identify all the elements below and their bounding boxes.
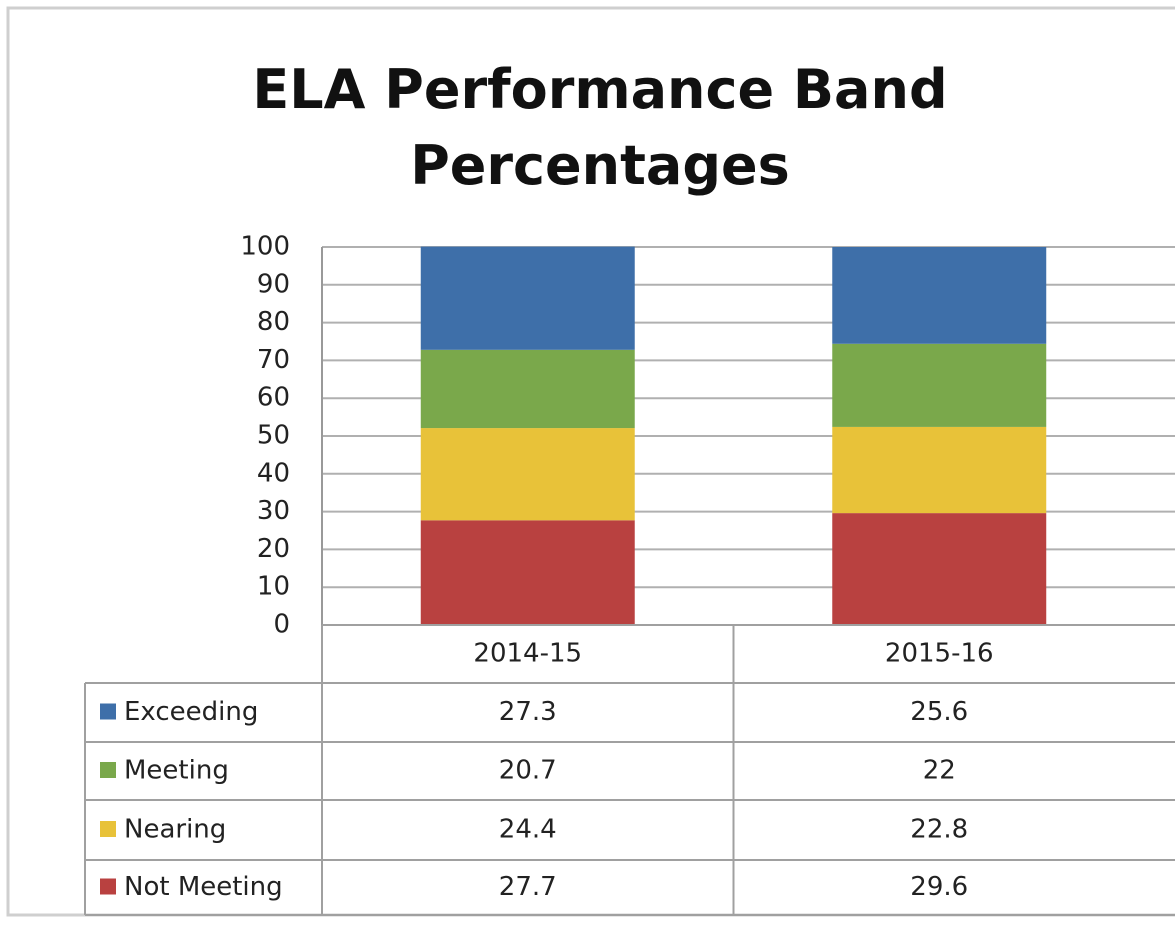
table-value: 27.3 (499, 697, 557, 727)
bar-segment (832, 343, 1047, 427)
y-tick-label: 90 (257, 269, 290, 299)
legend-label: Exceeding (124, 697, 258, 727)
legend-label: Not Meeting (124, 872, 283, 902)
legend-swatch (100, 703, 116, 720)
y-tick-label: 10 (257, 572, 290, 602)
table-value: 20.7 (499, 756, 557, 786)
bar-segment (420, 246, 635, 350)
table-value: 29.6 (910, 872, 968, 902)
table-value: 27.7 (499, 872, 557, 902)
bar-segment (832, 513, 1047, 625)
bar-segment (420, 349, 635, 429)
y-tick-label: 100 (240, 232, 290, 262)
table-value: 22 (923, 756, 956, 786)
y-tick-label: 30 (257, 496, 290, 526)
x-tick-label: 2014-15 (473, 639, 582, 669)
y-tick-label: 70 (257, 345, 290, 375)
y-tick-label: 80 (257, 307, 290, 337)
bar-segment (832, 426, 1047, 514)
legend-swatch (100, 821, 116, 837)
bar-segment (832, 247, 1047, 344)
x-tick-label: 2015-16 (885, 639, 994, 669)
y-tick-label: 0 (273, 610, 290, 640)
table-value: 25.6 (910, 697, 968, 727)
y-tick-label: 40 (257, 458, 290, 488)
y-tick-label: 50 (257, 421, 290, 451)
legend-label: Nearing (124, 815, 226, 845)
table-value: 24.4 (499, 815, 557, 845)
y-tick-label: 60 (257, 383, 290, 413)
legend-swatch (100, 762, 116, 778)
chart-title: ELA Performance Band Percentages (252, 58, 948, 197)
y-tick-label: 20 (257, 534, 290, 564)
bar-segment (420, 428, 635, 521)
bar-segment (420, 520, 635, 625)
table-value: 22.8 (910, 815, 968, 845)
legend-swatch (100, 878, 116, 895)
legend-label: Meeting (124, 756, 229, 786)
